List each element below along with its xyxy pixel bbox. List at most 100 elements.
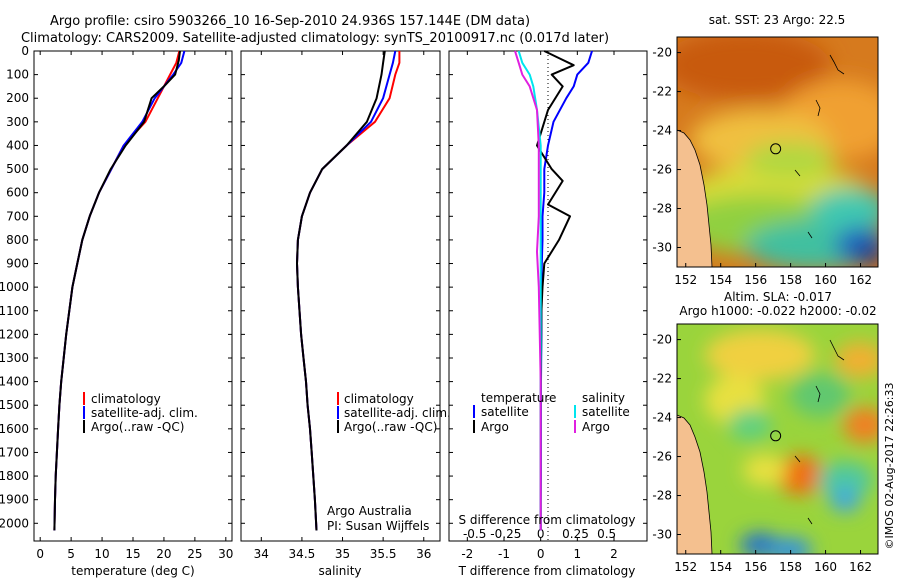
x-tick-label: 1 bbox=[574, 547, 582, 561]
sst-land bbox=[677, 129, 713, 267]
map-x-tick-label: 152 bbox=[674, 560, 697, 574]
depth-tick-label: 900 bbox=[6, 257, 29, 271]
depth-tick-label: 1100 bbox=[0, 304, 29, 318]
legend-label-climatology: climatology bbox=[344, 392, 414, 406]
depth-tick-label: 1800 bbox=[0, 469, 29, 483]
difference-depth-ticks bbox=[449, 50, 647, 524]
depth-tick-label: 1600 bbox=[0, 422, 29, 436]
series-line-s-argo bbox=[514, 50, 542, 531]
argo-australia-note: Argo Australia bbox=[327, 504, 412, 518]
s-tick-label: -0.25 bbox=[490, 527, 521, 541]
map-y-tick-label: -26 bbox=[652, 163, 672, 177]
temperature-x-label: temperature (deg C) bbox=[71, 564, 194, 578]
x-tick-label: -2 bbox=[461, 547, 473, 561]
sst-reef-outlines bbox=[794, 54, 845, 239]
sla-float-marker bbox=[770, 430, 782, 442]
sla-map-subtitle: Argo h1000: -0.022 h2000: -0.02 bbox=[679, 304, 876, 318]
map-y-tick-label: -30 bbox=[652, 241, 672, 255]
title-line-2: Climatology: CARS2009. Satellite-adjuste… bbox=[21, 31, 609, 46]
temperature-lines bbox=[53, 50, 186, 531]
x-tick-label: 25 bbox=[187, 547, 202, 561]
depth-tick-label: 100 bbox=[6, 68, 29, 82]
sla-map-panel: Altim. SLA: -0.017 Argo h1000: -0.022 h2… bbox=[652, 290, 879, 574]
sst-float-marker bbox=[770, 143, 782, 155]
depth-tick-label: 1400 bbox=[0, 375, 29, 389]
sla-color-blobs bbox=[705, 330, 878, 554]
s-tick-label: 0.25 bbox=[562, 527, 589, 541]
map-x-tick-label: 154 bbox=[709, 560, 732, 574]
map-y-tick-label: -30 bbox=[652, 528, 672, 542]
map-x-tick-label: 160 bbox=[814, 273, 837, 287]
map-y-tick-label: -20 bbox=[652, 46, 672, 60]
x-tick-label: 34 bbox=[254, 547, 269, 561]
salinity-legend: climatology satellite-adj. clim. Argo(..… bbox=[337, 392, 451, 434]
map-y-tick-label: -28 bbox=[652, 202, 672, 216]
pi-note: PI: Susan Wijffels bbox=[327, 519, 429, 533]
x-tick-label: 5 bbox=[67, 547, 75, 561]
depth-tick-label: 0 bbox=[21, 44, 29, 58]
sst-map-panel: sat. SST: 23 Argo: 22.5 152 154 156 158 160 1… bbox=[652, 13, 879, 287]
legend-label-satellite: satellite-adj. clim. bbox=[91, 406, 198, 420]
depth-tick-label: 300 bbox=[6, 115, 29, 129]
map-y-tick-label: -24 bbox=[652, 124, 672, 138]
map-y-tick-label: -24 bbox=[652, 411, 672, 425]
legend-label-satellite: satellite-adj. clim. bbox=[344, 406, 451, 420]
x-tick-label: 0 bbox=[36, 547, 44, 561]
depth-tick-label: 600 bbox=[6, 186, 29, 200]
map-x-tick-label: 156 bbox=[744, 560, 767, 574]
map-y-tick-label: -20 bbox=[652, 333, 672, 347]
depth-tick-label: 200 bbox=[6, 91, 29, 105]
sla-map-field bbox=[677, 324, 878, 554]
salinity-axes-box bbox=[240, 50, 441, 542]
temperature-panel: 0100200300400500600700800900100011001200… bbox=[0, 44, 233, 578]
map-y-tick-label: -22 bbox=[652, 85, 672, 99]
legend-label-argo: Argo(..raw -QC) bbox=[344, 420, 437, 434]
salinity-difference-ticks: -0.5 -0.25 0 0.25 0.5 bbox=[463, 527, 616, 541]
x-tick-label: 0 bbox=[537, 547, 545, 561]
map-x-tick-label: 158 bbox=[779, 273, 802, 287]
depth-tick-label: 1200 bbox=[0, 327, 29, 341]
salinity-x-axis: 34 34.5 35 35.5 36 bbox=[254, 51, 431, 561]
s-difference-label: S difference from climatology bbox=[459, 513, 636, 527]
legend-label-s-argo: Argo bbox=[582, 420, 610, 434]
map-x-tick-label: 160 bbox=[814, 560, 837, 574]
sst-map-field bbox=[677, 37, 878, 267]
sst-map-ticks: 152 154 156 158 160 162 -20 -22 -24 -26 -28 -30 bbox=[652, 46, 872, 287]
map-y-tick-label: -28 bbox=[652, 489, 672, 503]
map-x-tick-label: 156 bbox=[744, 273, 767, 287]
depth-tick-label: 800 bbox=[6, 233, 29, 247]
legend-title-temperature: temperature bbox=[481, 391, 556, 405]
map-x-tick-label: 158 bbox=[779, 560, 802, 574]
difference-x-axis: -2 -1 0 1 2 bbox=[461, 51, 618, 561]
depth-tick-label: 1900 bbox=[0, 493, 29, 507]
sla-map-ticks: 152 154 156 158 160 162 -20 -22 -24 -26 -28 -30 bbox=[652, 333, 872, 574]
x-tick-label: 35 bbox=[335, 547, 350, 561]
map-x-tick-label: 154 bbox=[709, 273, 732, 287]
legend-label-climatology: climatology bbox=[91, 392, 161, 406]
imos-credit: ©IMOS 02-Aug-2017 22:26:33 bbox=[883, 383, 896, 550]
x-tick-label: 15 bbox=[125, 547, 140, 561]
sla-map-title: Altim. SLA: -0.017 bbox=[724, 290, 832, 304]
map-x-tick-label: 152 bbox=[674, 273, 697, 287]
sst-map-title: sat. SST: 23 Argo: 22.5 bbox=[709, 13, 846, 27]
map-y-tick-label: -26 bbox=[652, 450, 672, 464]
salinity-depth-ticks bbox=[241, 50, 440, 524]
sla-land bbox=[677, 414, 713, 554]
salinity-panel: 34 34.5 35 35.5 36 salinity climatology sate… bbox=[240, 50, 451, 578]
temperature-x-axis: 0 5 10 15 20 25 30 bbox=[36, 51, 233, 561]
x-tick-label: 34.5 bbox=[289, 547, 316, 561]
x-tick-label: 20 bbox=[156, 547, 171, 561]
depth-tick-label: 1700 bbox=[0, 445, 29, 459]
s-tick-label: 0 bbox=[537, 527, 545, 541]
series-line-argo bbox=[53, 50, 181, 531]
salinity-x-label: salinity bbox=[318, 564, 361, 578]
depth-tick-label: 500 bbox=[6, 162, 29, 176]
legend-title-salinity: salinity bbox=[582, 391, 625, 405]
x-tick-label: 36 bbox=[416, 547, 431, 561]
salinity-lines bbox=[296, 50, 401, 531]
sst-color-blobs bbox=[677, 37, 878, 267]
t-difference-label: T difference from climatology bbox=[458, 564, 636, 578]
sla-reef-outlines bbox=[794, 339, 845, 525]
legend-label-t-argo: Argo bbox=[481, 420, 509, 434]
x-tick-label: -1 bbox=[498, 547, 510, 561]
